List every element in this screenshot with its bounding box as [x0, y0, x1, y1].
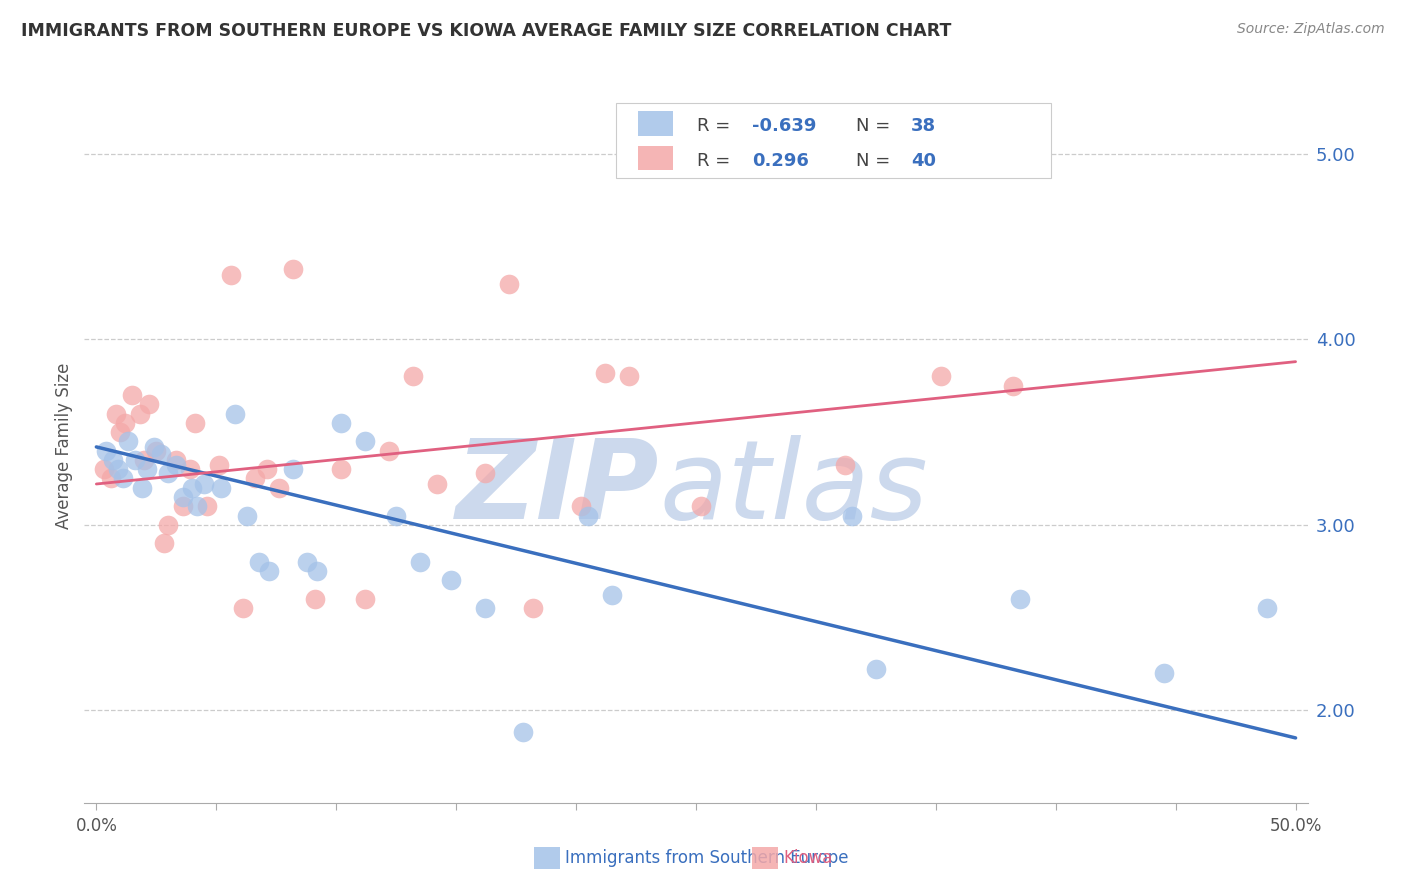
- Point: [354, 434, 377, 449]
- Point: [117, 434, 139, 449]
- Point: [172, 500, 194, 514]
- Text: 38: 38: [911, 118, 936, 136]
- Point: [131, 481, 153, 495]
- Point: [617, 369, 640, 384]
- Point: [219, 268, 242, 282]
- Point: [1008, 591, 1031, 606]
- Point: [157, 517, 180, 532]
- Point: [865, 662, 887, 676]
- Point: [841, 508, 863, 523]
- Y-axis label: Average Family Size: Average Family Size: [55, 363, 73, 529]
- Point: [440, 574, 463, 588]
- Text: atlas: atlas: [659, 435, 928, 542]
- Point: [257, 564, 280, 578]
- Point: [232, 601, 254, 615]
- Point: [305, 564, 328, 578]
- Point: [135, 462, 157, 476]
- Point: [172, 490, 194, 504]
- Text: N =: N =: [856, 152, 896, 169]
- Point: [281, 462, 304, 476]
- Point: [128, 407, 150, 421]
- Point: [236, 508, 259, 523]
- Point: [142, 440, 165, 454]
- Point: [183, 416, 205, 430]
- Point: [1256, 601, 1278, 615]
- Point: [474, 601, 496, 615]
- Point: [93, 462, 115, 476]
- Point: [121, 388, 143, 402]
- Point: [107, 462, 129, 476]
- Point: [110, 425, 132, 439]
- Point: [929, 369, 952, 384]
- Point: [208, 458, 231, 473]
- Point: [378, 443, 401, 458]
- Point: [354, 591, 377, 606]
- FancyBboxPatch shape: [616, 103, 1050, 178]
- Point: [179, 462, 201, 476]
- Text: -0.639: -0.639: [752, 118, 817, 136]
- Point: [114, 416, 136, 430]
- Text: IMMIGRANTS FROM SOUTHERN EUROPE VS KIOWA AVERAGE FAMILY SIZE CORRELATION CHART: IMMIGRANTS FROM SOUTHERN EUROPE VS KIOWA…: [21, 22, 952, 40]
- Point: [426, 477, 449, 491]
- Point: [165, 453, 187, 467]
- Point: [150, 447, 173, 461]
- Point: [138, 397, 160, 411]
- Point: [1001, 378, 1024, 392]
- Point: [165, 458, 187, 473]
- Point: [402, 369, 425, 384]
- Point: [385, 508, 408, 523]
- Point: [145, 443, 167, 458]
- Point: [256, 462, 278, 476]
- Point: [157, 466, 180, 480]
- Text: 0.296: 0.296: [752, 152, 808, 169]
- Point: [304, 591, 326, 606]
- Point: [249, 555, 271, 569]
- Point: [330, 462, 353, 476]
- Text: N =: N =: [856, 118, 896, 136]
- Text: Source: ZipAtlas.com: Source: ZipAtlas.com: [1237, 22, 1385, 37]
- Text: Immigrants from Southern Europe: Immigrants from Southern Europe: [565, 849, 849, 867]
- Point: [267, 481, 290, 495]
- Point: [94, 443, 117, 458]
- Point: [111, 471, 134, 485]
- Point: [209, 481, 232, 495]
- Point: [281, 262, 304, 277]
- Point: [569, 500, 592, 514]
- Point: [297, 555, 319, 569]
- Point: [498, 277, 520, 291]
- Point: [104, 407, 127, 421]
- Point: [409, 555, 432, 569]
- Point: [124, 453, 146, 467]
- FancyBboxPatch shape: [638, 112, 672, 136]
- Point: [193, 477, 215, 491]
- Point: [330, 416, 353, 430]
- Point: [593, 366, 616, 380]
- Point: [134, 453, 156, 467]
- Point: [152, 536, 174, 550]
- Point: [181, 481, 204, 495]
- Point: [243, 471, 266, 485]
- Point: [689, 500, 711, 514]
- Text: 40: 40: [911, 152, 936, 169]
- Point: [474, 466, 496, 480]
- Point: [576, 508, 599, 523]
- Point: [101, 453, 124, 467]
- Text: Kiowa: Kiowa: [783, 849, 832, 867]
- Point: [522, 601, 544, 615]
- FancyBboxPatch shape: [638, 145, 672, 169]
- Point: [186, 500, 208, 514]
- Point: [1153, 666, 1175, 681]
- Text: R =: R =: [697, 152, 737, 169]
- Point: [512, 725, 534, 739]
- Point: [834, 458, 856, 473]
- Text: R =: R =: [697, 118, 737, 136]
- Point: [600, 588, 623, 602]
- Point: [100, 471, 122, 485]
- Point: [224, 407, 246, 421]
- Text: ZIP: ZIP: [456, 435, 659, 542]
- Point: [195, 500, 218, 514]
